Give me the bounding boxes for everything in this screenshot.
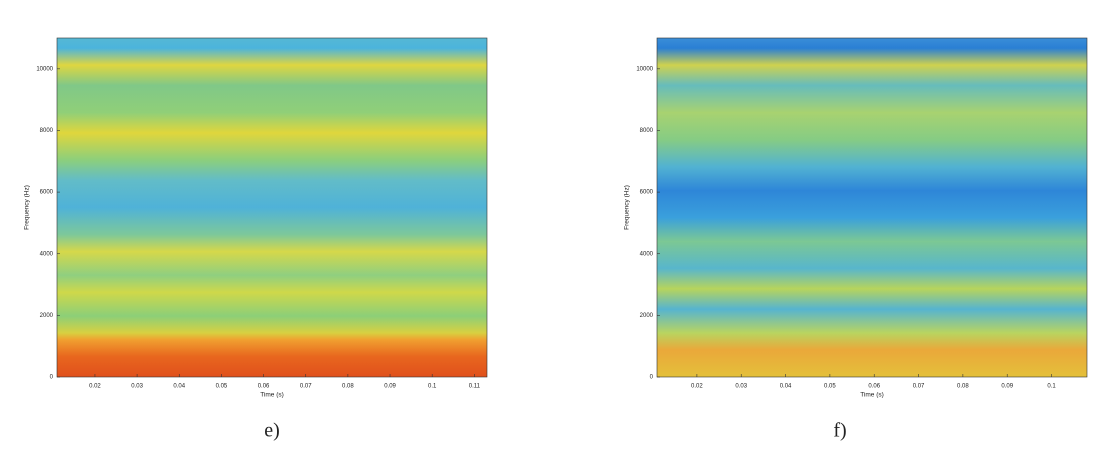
y-axis-label: Frequency (Hz) bbox=[624, 185, 631, 230]
x-tick-label: 0.02 bbox=[691, 384, 703, 390]
y-tick-label: 8000 bbox=[40, 128, 54, 134]
y-axis-label: Frequency (Hz) bbox=[24, 185, 31, 230]
x-tick-label: 0.09 bbox=[384, 384, 396, 390]
y-tick-label: 6000 bbox=[40, 190, 54, 196]
x-tick-label: 0.1 bbox=[1047, 384, 1056, 390]
x-tick-label: 0.1 bbox=[428, 384, 437, 390]
y-tick-label: 6000 bbox=[640, 190, 654, 196]
x-tick-label: 0.02 bbox=[89, 384, 101, 390]
x-tick-label: 0.04 bbox=[780, 384, 792, 390]
spectrogram-image bbox=[57, 38, 487, 377]
plot-frame bbox=[56, 37, 488, 378]
x-tick-label: 0.07 bbox=[913, 384, 925, 390]
x-axis-label: Time (s) bbox=[860, 392, 884, 399]
x-tick-label: 0.04 bbox=[173, 384, 185, 390]
x-tick-label: 0.11 bbox=[469, 384, 481, 390]
y-tick-label: 2000 bbox=[640, 313, 654, 319]
caption: e) bbox=[264, 420, 280, 442]
y-tick-label: 4000 bbox=[640, 251, 654, 257]
y-tick-label: 4000 bbox=[40, 251, 54, 257]
y-tick-label: 10000 bbox=[636, 66, 653, 72]
x-tick-label: 0.07 bbox=[300, 384, 312, 390]
y-tick-label: 2000 bbox=[40, 313, 54, 319]
y-tick-label: 10000 bbox=[36, 66, 53, 72]
x-tick-label: 0.09 bbox=[1001, 384, 1013, 390]
y-tick-label: 0 bbox=[50, 375, 54, 381]
x-axis-label: Time (s) bbox=[260, 392, 284, 399]
x-tick-label: 0.05 bbox=[824, 384, 836, 390]
y-tick-label: 8000 bbox=[640, 128, 654, 134]
x-tick-label: 0.03 bbox=[735, 384, 747, 390]
x-tick-label: 0.03 bbox=[131, 384, 143, 390]
x-tick-label: 0.06 bbox=[868, 384, 880, 390]
x-tick-label: 0.06 bbox=[258, 384, 270, 390]
plot-frame bbox=[656, 37, 1088, 378]
x-tick-label: 0.05 bbox=[216, 384, 228, 390]
x-tick-label: 0.08 bbox=[342, 384, 354, 390]
y-tick-label: 0 bbox=[650, 375, 654, 381]
caption: f) bbox=[833, 420, 846, 442]
x-tick-label: 0.08 bbox=[957, 384, 969, 390]
spectrogram-image bbox=[657, 38, 1087, 377]
